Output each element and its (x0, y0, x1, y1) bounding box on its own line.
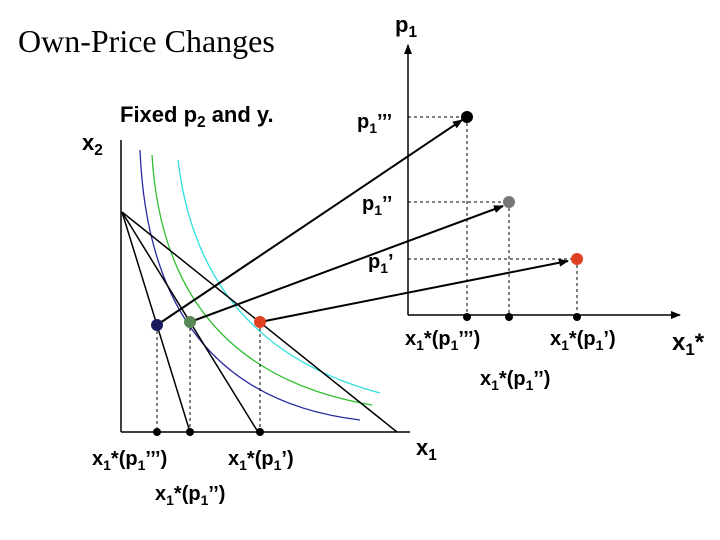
label-part: 1 (408, 24, 417, 41)
right-x-label: x1*(p1’’’) (405, 328, 480, 353)
label-part: 2 (197, 114, 206, 131)
dashed-guides (156, 116, 578, 432)
label-part: Fixed p (120, 102, 197, 127)
label-part: 1 (451, 337, 459, 353)
note: Fixed p2 and y. (120, 102, 274, 131)
label-part: *(p (499, 368, 526, 390)
left-x-label: x1*(p1’’) (155, 483, 225, 508)
label-part: 1 (428, 447, 437, 464)
label-part: ’) (281, 448, 293, 470)
label-part: 1 (274, 457, 282, 473)
label-part: * (695, 329, 705, 356)
label-part: ’’’ (377, 111, 392, 133)
left-x-label: x1*(p1’) (228, 448, 294, 473)
left-x-label: x1*(p1’’’) (92, 448, 167, 473)
label-part: *(p (174, 483, 201, 505)
arrows (156, 119, 569, 326)
label-part: ’’’) (145, 448, 167, 470)
label-part: x (82, 130, 95, 155)
curve-cyan (177, 159, 381, 394)
label-part: x (228, 448, 239, 470)
indifference-curves (139, 149, 381, 421)
label-part: *(p (247, 448, 274, 470)
label-part: x (92, 448, 103, 470)
price-label: p1’ (368, 251, 394, 276)
curve-blue (139, 149, 361, 421)
label-part: ’’) (533, 368, 550, 390)
label-part: 1 (685, 340, 694, 359)
left-x-axis-label: x1 (416, 435, 437, 464)
label-part: x (672, 329, 686, 356)
label-part: and y. (206, 102, 274, 127)
label-part: *(p (111, 448, 138, 470)
label-part: 2 (94, 142, 103, 159)
label-part: x (416, 435, 429, 460)
right-x-label: x1*(p1’’) (480, 368, 550, 393)
label-part: 1 (561, 337, 569, 353)
label-part: 1 (596, 337, 604, 353)
curve-green (151, 154, 373, 406)
label-part: 1 (416, 337, 424, 353)
label-part: 1 (103, 457, 111, 473)
label-part: ’) (603, 328, 615, 350)
label-part: p (395, 12, 408, 37)
price-label: p1’’ (362, 193, 392, 218)
label-part: x (480, 368, 491, 390)
label-part: *(p (569, 328, 596, 350)
right-x-axis-label: x1* (672, 329, 705, 359)
label-part: 1 (201, 492, 209, 508)
label-part: ’’’) (458, 328, 480, 350)
axes (120, 44, 681, 433)
right-y-axis-label: p1 (395, 12, 417, 41)
label-part: 1 (374, 202, 382, 218)
label-part: 1 (138, 457, 146, 473)
price-label: p1’’’ (357, 111, 392, 136)
label-part: 1 (491, 377, 499, 393)
label-part: 1 (380, 260, 388, 276)
label-part: x (155, 483, 166, 505)
label-part: ’ (388, 251, 394, 273)
label-part: ’’) (208, 483, 225, 505)
label-part: p (362, 193, 374, 215)
title: Own-Price Changes (18, 23, 275, 59)
label-part: p (368, 251, 380, 273)
points (151, 111, 583, 436)
left-y-axis-label: x2 (82, 130, 103, 159)
label-part: *(p (424, 328, 451, 350)
label-part: 1 (526, 377, 534, 393)
label-part: x (550, 328, 561, 350)
label-part: x (405, 328, 416, 350)
label-part: p (357, 111, 369, 133)
label-part: 1 (369, 120, 377, 136)
label-part: 1 (239, 457, 247, 473)
label-part: ’’ (382, 193, 392, 215)
label-part: 1 (166, 492, 174, 508)
right-x-label: x1*(p1’) (550, 328, 616, 353)
